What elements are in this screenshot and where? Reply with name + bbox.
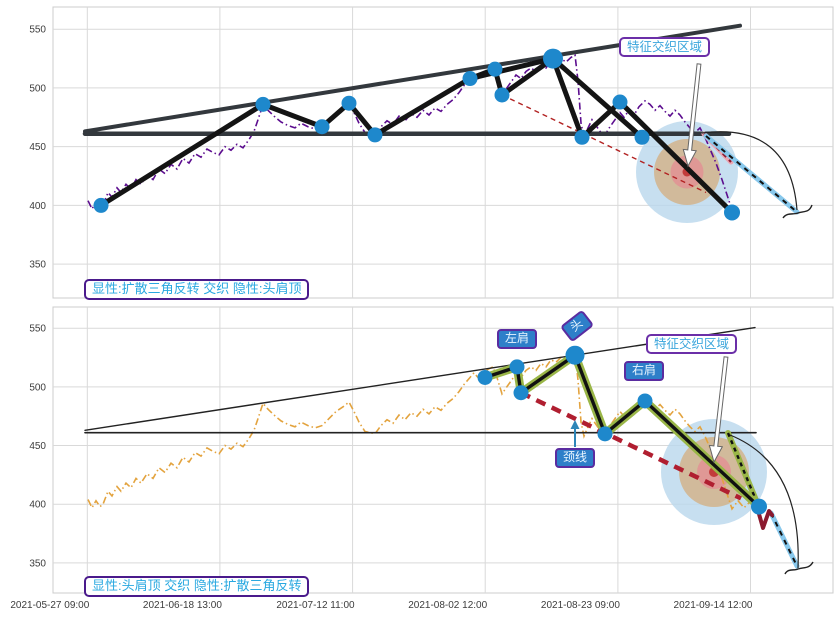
pivot-dot — [367, 127, 383, 143]
pivot-dot — [487, 61, 503, 77]
x-tick-label: 2021-08-02 12:00 — [408, 600, 487, 611]
pattern-segment — [643, 399, 761, 509]
right-shoulder-label: 右肩 — [624, 361, 665, 381]
y-tick-label: 350 — [29, 260, 46, 271]
pivot-dot — [637, 393, 653, 409]
pivot-dot — [543, 48, 563, 69]
x-tick-label: 2021-06-18 13:00 — [143, 600, 222, 611]
forecast-base — [703, 133, 800, 215]
pivot-dot — [724, 204, 740, 221]
pivot-dot — [494, 87, 510, 103]
pivot-dot — [634, 129, 650, 145]
pattern-segment — [519, 353, 577, 395]
panel-frame-bottom — [52, 306, 834, 594]
interweave-pointer-arrow — [682, 63, 702, 168]
pattern-segment — [260, 101, 325, 130]
x-tick-label: 2021-08-23 09:00 — [541, 600, 620, 611]
interweave-pointer-arrow — [708, 356, 729, 464]
x-tick-label: 2021-09-14 12:00 — [674, 600, 753, 611]
neckline-bottom — [520, 390, 742, 501]
pattern-segment — [573, 353, 607, 436]
pattern-segment — [98, 101, 266, 208]
pivot-dot — [513, 385, 529, 401]
pattern-segment — [550, 56, 585, 140]
pivot-dot — [93, 197, 109, 213]
y-tick-label: 500 — [29, 382, 46, 393]
price-line-top — [87, 53, 733, 211]
pattern-segment — [603, 399, 647, 436]
x-tick-label: 2021-07-12 11:00 — [276, 600, 355, 611]
y-tick-label: 450 — [29, 142, 46, 153]
pivot-dot — [477, 369, 493, 385]
neckline-pointer-head — [570, 420, 580, 429]
y-tick-label: 400 — [29, 500, 46, 511]
x-tick-label: 2021-05-27 09:00 — [10, 600, 89, 611]
y-tick-label: 550 — [29, 324, 46, 335]
pivot-dot — [574, 129, 590, 145]
y-tick-label: 450 — [29, 441, 46, 452]
pivot-dot — [597, 426, 613, 442]
left-shoulder-label: 左肩 — [497, 329, 538, 349]
pattern-segment — [467, 56, 556, 82]
pattern-segment — [372, 76, 473, 138]
neckline-top — [501, 94, 707, 194]
y-tick-label: 400 — [29, 201, 46, 212]
y-tick-label: 500 — [29, 83, 46, 94]
pivot-dot — [612, 94, 628, 110]
y-tick-label: 350 — [29, 558, 46, 569]
interweave-region-label-bottom: 特征交织区域 — [646, 334, 738, 355]
forecast-base — [768, 510, 800, 569]
pivot-dot — [462, 71, 478, 87]
projection-arc — [701, 131, 798, 211]
pivot-dot — [565, 345, 585, 365]
breakdown-zigzag — [755, 505, 774, 530]
pivot-dot — [509, 359, 525, 375]
pivot-dot — [255, 96, 271, 112]
pivot-dot — [751, 498, 767, 515]
projection-end-cap — [782, 204, 813, 219]
projection-arc — [729, 434, 799, 569]
pivot-dot — [341, 95, 357, 111]
forecast-dash — [726, 432, 760, 506]
pattern-segment — [499, 56, 556, 98]
interweave-region-label-top: 特征交织区域 — [619, 37, 711, 58]
neckline-label: 颈线 — [555, 448, 596, 468]
pattern-segment — [579, 99, 623, 140]
trendline — [84, 326, 756, 431]
projection-end-cap — [784, 561, 814, 575]
pattern-segment — [550, 56, 645, 140]
pattern-summary-label-top: 显性:扩散三角反转 交织 隐性:头肩顶 — [84, 279, 310, 300]
pivot-dot — [314, 119, 330, 135]
y-tick-label: 550 — [29, 25, 46, 36]
pattern-summary-label-bottom: 显性:头肩顶 交织 隐性:扩散三角反转 — [84, 576, 310, 597]
panel-frame-top — [52, 6, 834, 299]
pattern-segment — [617, 99, 735, 215]
